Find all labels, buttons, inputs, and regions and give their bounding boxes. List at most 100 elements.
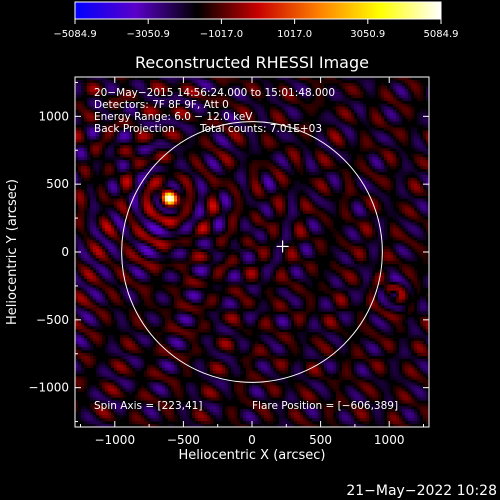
heat-cell [378, 115, 382, 119]
heat-cell [234, 210, 238, 214]
heat-cell [177, 219, 181, 223]
heat-cell [183, 210, 187, 214]
heat-cell [171, 100, 175, 104]
heat-cell [357, 231, 361, 235]
heat-cell [180, 124, 184, 128]
heat-cell [339, 237, 343, 241]
heat-cell [150, 109, 154, 113]
heat-cell [249, 222, 253, 226]
heat-cell [78, 142, 82, 146]
heat-cell [114, 157, 118, 161]
heat-cell [264, 222, 268, 226]
heat-cell [141, 234, 145, 238]
heat-cell [321, 192, 325, 196]
heat-cell [417, 88, 421, 93]
heat-cell [324, 183, 328, 188]
heat-cell [426, 177, 429, 182]
heat-cell [198, 174, 202, 179]
heat-cell [279, 157, 283, 161]
heat-cell [390, 79, 394, 84]
heat-cell [264, 186, 268, 191]
heat-cell [147, 222, 151, 226]
heat-cell [261, 174, 265, 179]
heat-cell [96, 91, 100, 96]
heat-cell [81, 82, 85, 87]
heat-cell [237, 103, 241, 107]
heat-cell [120, 139, 124, 143]
heat-cell [300, 171, 304, 176]
heat-cell [153, 82, 157, 87]
heat-cell [135, 157, 139, 161]
heat-cell [294, 157, 298, 161]
heat-cell [291, 157, 295, 161]
heat-cell [117, 115, 121, 119]
heat-cell [132, 201, 136, 205]
heat-cell [87, 210, 91, 214]
heat-cell [231, 100, 235, 104]
heat-cell [378, 121, 382, 125]
heat-cell [327, 130, 331, 134]
heat-cell [267, 145, 271, 149]
heat-cell [288, 100, 292, 104]
heat-cell [225, 192, 229, 196]
heat-cell [273, 237, 277, 241]
heat-cell [132, 222, 136, 226]
heat-cell [207, 240, 211, 244]
heat-cell [90, 121, 94, 125]
heat-cell [414, 154, 418, 158]
heat-cell [141, 198, 145, 202]
heat-cell [360, 177, 364, 182]
heat-cell [267, 186, 271, 191]
heat-cell [294, 88, 298, 93]
heat-cell [99, 106, 103, 110]
heat-cell [336, 100, 340, 104]
heat-cell [303, 127, 307, 131]
heat-cell [249, 216, 253, 220]
heat-cell [147, 204, 151, 208]
heat-cell [375, 186, 379, 191]
heat-cell [288, 163, 292, 167]
heat-cell [156, 118, 160, 122]
heat-cell [297, 124, 301, 128]
heat-cell [78, 243, 82, 247]
heat-cell [240, 183, 244, 188]
heat-cell [90, 148, 94, 152]
heat-cell [309, 189, 313, 193]
heat-cell [330, 174, 334, 179]
heat-cell [159, 118, 163, 122]
heat-cell [249, 145, 253, 149]
heat-cell [78, 186, 82, 191]
heat-cell [105, 109, 109, 113]
heat-cell [342, 112, 346, 116]
heat-cell [216, 240, 220, 244]
heat-cell [342, 82, 346, 87]
heat-cell [93, 189, 97, 193]
heat-cell [144, 85, 148, 90]
heat-cell [276, 157, 280, 161]
heat-cell [153, 109, 157, 113]
heat-cell [330, 97, 334, 102]
heat-cell [408, 210, 412, 214]
heat-cell [312, 103, 316, 107]
heat-cell [276, 192, 280, 196]
heat-cell [285, 139, 289, 143]
heat-cell [357, 106, 361, 110]
heat-cell [204, 82, 208, 87]
heat-cell [168, 77, 172, 81]
heat-cell [396, 145, 400, 149]
heat-cell [339, 127, 343, 131]
heat-cell [354, 91, 358, 96]
heat-cell [273, 112, 277, 116]
heat-cell [417, 171, 421, 176]
heat-cell [327, 222, 331, 226]
heat-cell [198, 231, 202, 235]
heat-cell [114, 121, 118, 125]
heat-cell [384, 148, 388, 152]
heat-cell [408, 186, 412, 191]
heat-cell [207, 177, 211, 182]
heat-cell [297, 139, 301, 143]
heat-cell [222, 151, 226, 155]
heat-cell [93, 213, 97, 217]
heat-cell [255, 204, 259, 208]
heat-cell [420, 82, 424, 87]
